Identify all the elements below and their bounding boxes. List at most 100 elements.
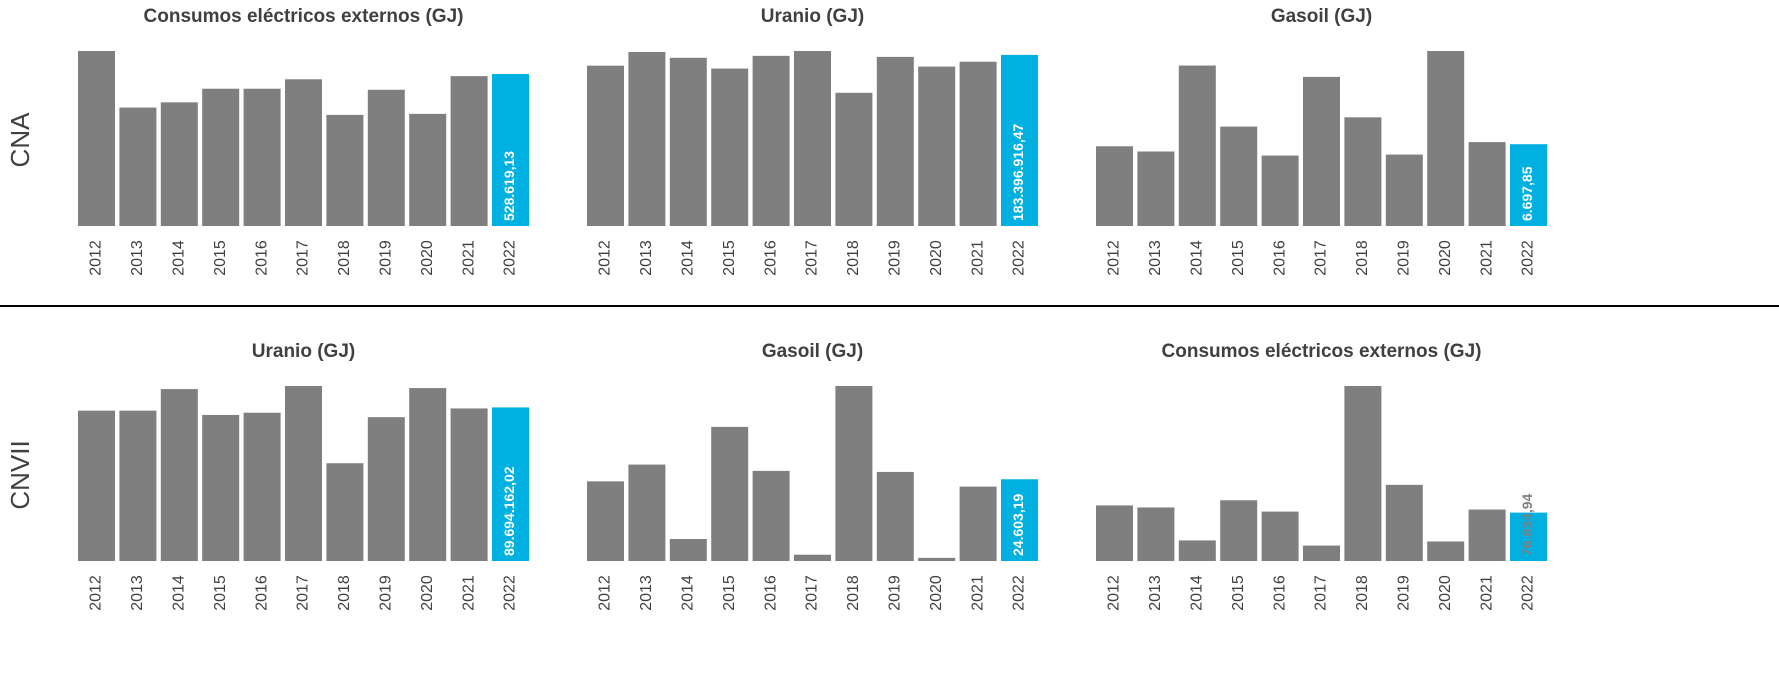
bar [752, 55, 790, 227]
x-tick-label: 2016 [253, 575, 270, 611]
bar [326, 114, 364, 226]
x-tick-label: 2019 [378, 240, 395, 276]
x-tick-label: 2016 [1271, 240, 1288, 276]
bar [918, 557, 956, 561]
value-label: 24.603,19 [1010, 494, 1026, 556]
bar [835, 92, 873, 226]
x-tick-label: 2017 [295, 240, 312, 276]
x-tick-label: 2017 [1313, 240, 1330, 276]
bar [160, 102, 198, 226]
bar [628, 52, 666, 226]
bar [794, 554, 831, 561]
x-tick-label: 2022 [1011, 575, 1028, 611]
bar [492, 74, 529, 226]
x-tick-label: 2015 [721, 240, 738, 276]
x-tick-label: 2020 [419, 575, 436, 611]
bar [1096, 146, 1133, 226]
chart-title: Consumos eléctricos externos (GJ) [1162, 341, 1482, 362]
chart-title: Gasoil (GJ) [1271, 6, 1372, 27]
x-tick-label: 2018 [845, 575, 862, 611]
row-label: CNA [5, 112, 35, 168]
x-tick-label: 2016 [762, 240, 779, 276]
bar [367, 417, 405, 561]
bar [409, 388, 447, 561]
x-tick-label: 2013 [129, 575, 146, 611]
bar [1344, 386, 1382, 561]
bar [326, 463, 364, 561]
bar [119, 410, 157, 561]
bar [1261, 155, 1299, 226]
bar [918, 66, 956, 226]
x-tick-label: 2021 [1478, 575, 1495, 611]
bar [628, 464, 666, 561]
bar [1178, 540, 1216, 561]
x-tick-label: 2021 [460, 575, 477, 611]
x-tick-label: 2022 [1520, 575, 1537, 611]
bar [1261, 511, 1299, 561]
bar [1427, 541, 1465, 561]
bar [450, 76, 488, 226]
chart-title: Uranio (GJ) [761, 6, 864, 27]
x-tick-label: 2020 [928, 575, 945, 611]
bar [1001, 479, 1038, 561]
x-tick-label: 2016 [253, 240, 270, 276]
x-tick-label: 2017 [804, 575, 821, 611]
bar [1096, 505, 1133, 561]
bar [202, 414, 240, 561]
bar [1427, 51, 1465, 226]
value-label: 89.694.162,02 [501, 466, 517, 556]
value-label: 528.619,13 [501, 151, 517, 221]
x-tick-label: 2020 [1437, 575, 1454, 611]
x-tick-label: 2020 [419, 240, 436, 276]
bar [1303, 545, 1340, 561]
bar [959, 61, 997, 226]
value-label: 76.834,94 [1519, 494, 1535, 556]
bar [711, 426, 749, 561]
bar [959, 486, 997, 561]
bar [1385, 484, 1423, 561]
bar [876, 56, 914, 227]
bar [1510, 512, 1547, 561]
bar [78, 51, 115, 226]
bar [285, 386, 322, 561]
bar [1385, 154, 1423, 226]
bar [160, 389, 198, 561]
row-label: CNVII [5, 440, 35, 509]
x-tick-label: 2020 [928, 240, 945, 276]
x-tick-label: 2016 [762, 575, 779, 611]
x-tick-label: 2017 [804, 240, 821, 276]
x-tick-label: 2013 [638, 575, 655, 611]
x-tick-label: 2021 [969, 240, 986, 276]
chart-title: Gasoil (GJ) [762, 341, 863, 362]
x-tick-label: 2020 [1437, 240, 1454, 276]
bar [450, 408, 488, 561]
x-tick-label: 2019 [1396, 240, 1413, 276]
bar [1137, 151, 1175, 226]
x-tick-label: 2022 [502, 575, 519, 611]
chart-title: Consumos eléctricos externos (GJ) [144, 6, 464, 27]
x-tick-label: 2014 [680, 575, 697, 611]
x-tick-label: 2015 [212, 575, 229, 611]
x-tick-label: 2016 [1271, 575, 1288, 611]
bar [1137, 507, 1175, 561]
x-tick-label: 2015 [721, 575, 738, 611]
value-label: 6.697,85 [1519, 166, 1535, 221]
x-tick-label: 2019 [887, 240, 904, 276]
bar [1468, 509, 1506, 561]
x-tick-label: 2012 [1106, 240, 1123, 276]
x-tick-label: 2022 [1520, 240, 1537, 276]
value-label: 183.396.916,47 [1010, 123, 1026, 221]
x-tick-label: 2012 [597, 575, 614, 611]
bar [752, 470, 790, 561]
bar [243, 412, 281, 561]
bar [243, 88, 281, 226]
bar [1178, 65, 1216, 227]
x-tick-label: 2015 [1230, 575, 1247, 611]
x-tick-label: 2021 [1478, 240, 1495, 276]
bar [669, 57, 707, 227]
x-tick-label: 2012 [88, 575, 105, 611]
x-tick-label: 2014 [171, 240, 188, 276]
bar [492, 407, 529, 561]
bar [587, 481, 624, 561]
